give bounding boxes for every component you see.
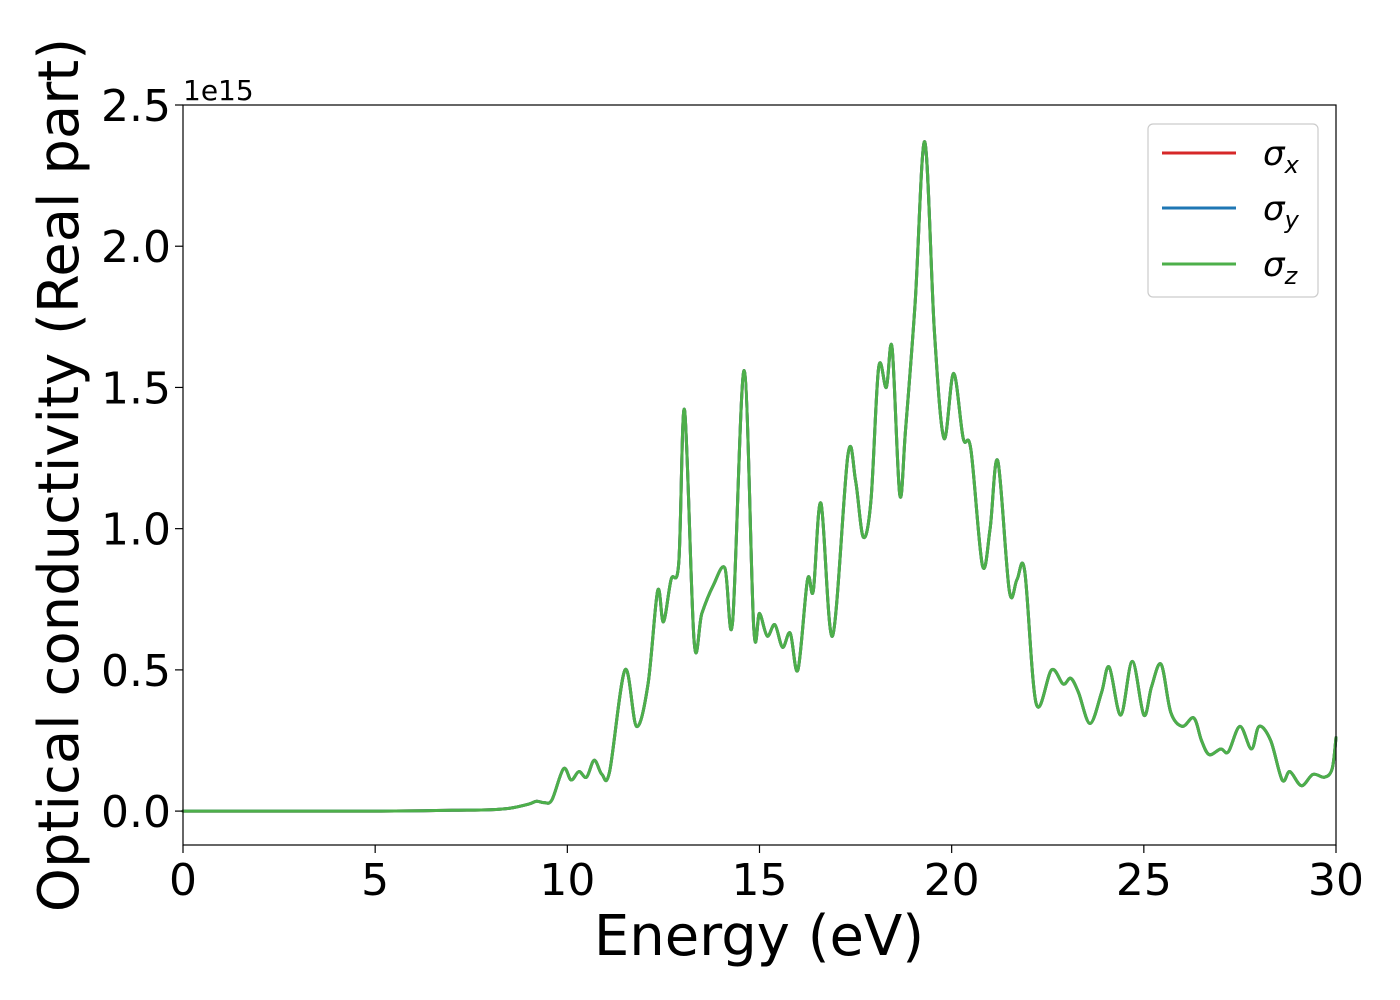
x-tick-label: 0 <box>169 855 197 906</box>
y-axis-ticks: 0.0 0.5 1.0 1.5 2.0 2.5 <box>101 81 183 838</box>
x-tick-label: 15 <box>732 855 788 906</box>
x-tick-label: 30 <box>1308 855 1364 906</box>
series-line-sigma-z <box>181 140 1338 813</box>
y-tick-label: 1.0 <box>101 505 171 556</box>
legend-label: σy <box>1263 189 1300 234</box>
y-tick-label: 2.0 <box>101 222 171 273</box>
y-axis-label: Optical conductivity (Real part) <box>27 38 92 912</box>
y-tick-label: 1.5 <box>101 363 171 414</box>
legend: σx σy σz <box>1147 123 1319 298</box>
legend-box <box>1147 123 1319 298</box>
legend-label: σx <box>1263 134 1300 179</box>
x-tick-label: 5 <box>361 855 389 906</box>
y-tick-label: 2.5 <box>101 81 171 132</box>
y-offset-label: 1e15 <box>183 74 254 107</box>
plot-frame <box>183 105 1336 845</box>
series-layer <box>181 140 1338 813</box>
plot-area <box>181 104 1338 846</box>
y-tick-label: 0.5 <box>101 646 171 697</box>
legend-items: σx σy σz <box>1162 134 1300 290</box>
legend-label: σz <box>1263 245 1299 290</box>
x-axis-label: Energy (eV) <box>594 904 924 969</box>
y-tick-label: 0.0 <box>101 787 171 838</box>
x-tick-label: 25 <box>1116 855 1172 906</box>
x-axis-ticks: 0 5 10 15 20 25 30 <box>169 845 1364 906</box>
x-tick-label: 10 <box>539 855 595 906</box>
x-tick-label: 20 <box>924 855 980 906</box>
